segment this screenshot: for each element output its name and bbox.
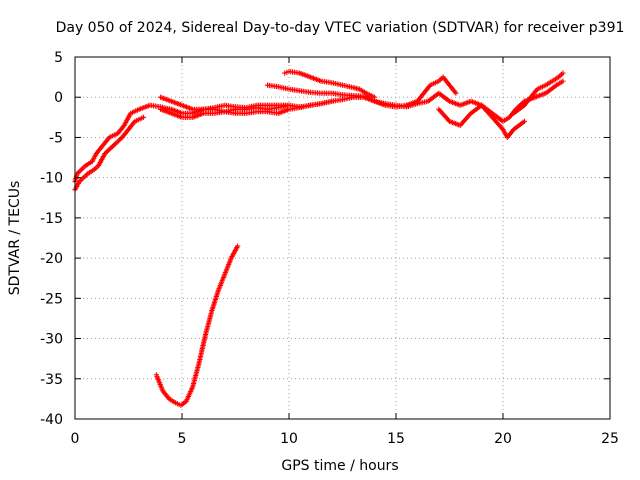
y-tick-label: 5	[54, 50, 63, 66]
y-tick-label: -10	[40, 171, 63, 187]
y-tick-label: -5	[49, 130, 63, 146]
data-series	[72, 68, 566, 408]
data-point	[329, 98, 335, 104]
series-high-arc	[282, 68, 378, 100]
data-point	[521, 118, 527, 124]
y-tick-label: -15	[40, 211, 63, 227]
data-point	[372, 94, 378, 100]
chart-title: Day 050 of 2024, Sidereal Day-to-day VTE…	[56, 20, 625, 36]
y-tick-label: -25	[40, 291, 63, 307]
x-axis-label: GPS time / hours	[281, 458, 398, 474]
x-tick-label: 15	[387, 431, 405, 447]
x-tick-label: 10	[280, 431, 298, 447]
data-point	[453, 90, 459, 96]
data-point	[560, 70, 566, 76]
x-tick-label: 25	[601, 431, 619, 447]
data-point	[560, 78, 566, 84]
data-point	[286, 102, 292, 108]
series-low-arc	[153, 243, 241, 408]
series-mid-crossing	[158, 94, 292, 112]
series-ne-spike	[404, 74, 459, 108]
y-axis-label: SDTVAR / TECUs	[7, 181, 23, 296]
x-tick-label: 20	[494, 431, 512, 447]
series-early-scatter	[72, 114, 147, 193]
y-tick-label: -35	[40, 372, 63, 388]
axis-ticks: 0 5 10 15 20 25 5 0 -5 -10 -15 -20 -25 -30 -35 -40	[40, 50, 619, 447]
y-tick-label: 0	[54, 90, 63, 106]
y-tick-label: -20	[40, 251, 63, 267]
plot-frame	[74, 56, 611, 420]
x-tick-label: 0	[71, 431, 80, 447]
y-tick-label: -30	[40, 332, 63, 348]
data-point	[140, 114, 147, 120]
x-tick-label: 5	[178, 431, 187, 447]
y-tick-label: -40	[40, 412, 63, 428]
series-right-dip	[436, 102, 527, 141]
series-right-cluster	[511, 70, 566, 116]
data-point	[235, 243, 241, 249]
series-low-band	[158, 98, 335, 120]
